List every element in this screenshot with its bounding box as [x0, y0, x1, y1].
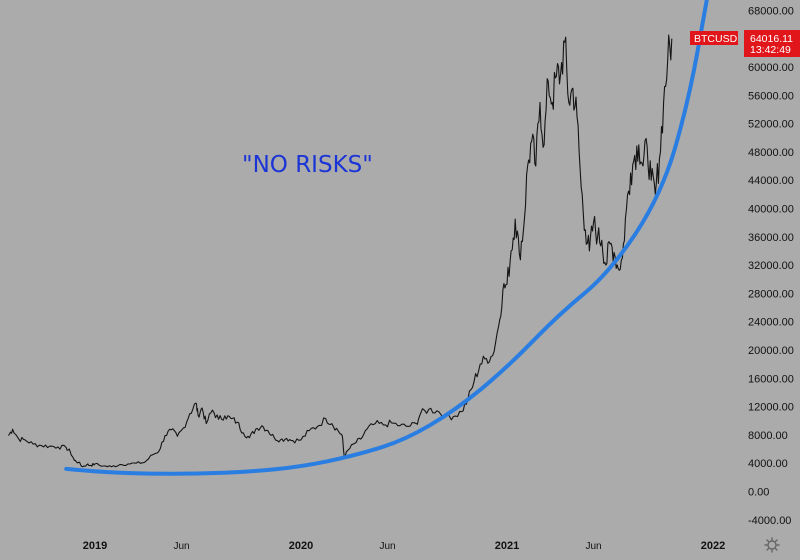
trend-curve [64, 0, 709, 476]
y-tick-label: 16000.00 [748, 373, 794, 385]
x-tick-label: 2020 [289, 540, 313, 552]
x-axis: 2019 Jun 2020 Jun 2021 Jun 2022 [83, 540, 725, 552]
y-tick-label: -4000.00 [748, 515, 791, 527]
x-tick-label: Jun [585, 541, 601, 552]
settings-gear-icon[interactable] [764, 537, 780, 553]
x-tick-label: Jun [379, 541, 395, 552]
y-tick-label: 40000.00 [748, 204, 794, 216]
x-tick-label: Jun [173, 541, 189, 552]
y-tick-label: 24000.00 [748, 317, 794, 329]
symbol-badge: BTCUSD [690, 31, 738, 45]
y-tick-label: 4000.00 [748, 458, 788, 470]
symbol-badge-bg [690, 31, 738, 45]
y-tick-label: 52000.00 [748, 119, 794, 131]
price-badge: 64016.11 13:42:49 [744, 30, 800, 57]
y-tick-label: 12000.00 [748, 402, 794, 414]
annotation-no-risks: "NO RISKS" [242, 152, 373, 178]
last-price-label: 64016.11 [750, 33, 793, 45]
symbol-label: BTCUSD [694, 33, 738, 45]
x-tick-label: 2021 [495, 540, 519, 552]
price-badge-bg [744, 30, 800, 57]
y-tick-label: 60000.00 [748, 62, 794, 74]
y-tick-label: 48000.00 [748, 147, 794, 159]
y-tick-label: 28000.00 [748, 288, 794, 300]
y-tick-label: 8000.00 [748, 430, 788, 442]
y-tick-label: 32000.00 [748, 260, 794, 272]
y-tick-label: 36000.00 [748, 232, 794, 244]
y-axis: 68000.0064000.0060000.0056000.0052000.00… [748, 5, 794, 526]
y-tick-label: 0.00 [748, 487, 769, 499]
y-tick-label: 56000.00 [748, 90, 794, 102]
x-tick-label: 2022 [701, 540, 725, 552]
y-tick-label: 20000.00 [748, 345, 794, 357]
x-tick-label: 2019 [83, 540, 107, 552]
countdown-label: 13:42:49 [750, 44, 791, 56]
price-line [8, 34, 673, 468]
y-tick-label: 44000.00 [748, 175, 794, 187]
y-tick-label: 68000.00 [748, 5, 794, 17]
